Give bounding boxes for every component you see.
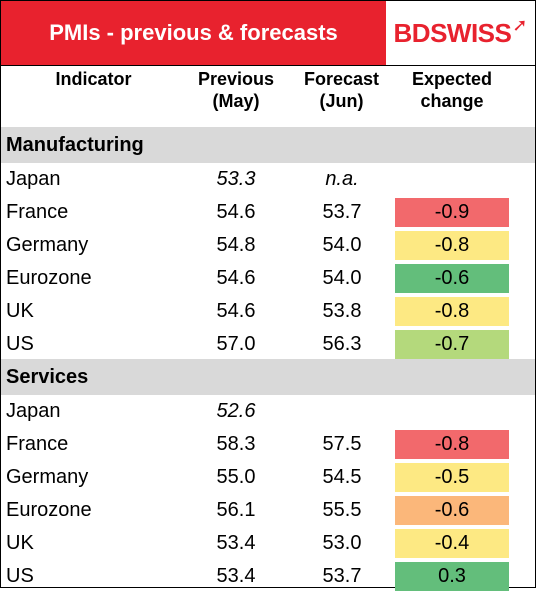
forecast-cell bbox=[291, 395, 393, 428]
forecast-cell: 53.8 bbox=[322, 300, 362, 322]
expected-change-cell: -0.8 bbox=[395, 231, 509, 260]
indicator-cell: US bbox=[6, 333, 34, 355]
table-row: UK 54.6 53.8 -0.8 bbox=[1, 295, 535, 328]
expected-change-cell: -0.6 bbox=[395, 496, 509, 525]
indicator-cell: France bbox=[6, 433, 69, 455]
expected-change-cell: -0.8 bbox=[395, 297, 509, 326]
previous-cell: 54.6 bbox=[216, 267, 256, 289]
header-indicator: Indicator bbox=[55, 69, 132, 89]
previous-cell: 57.0 bbox=[216, 333, 256, 355]
forecast-cell: 57.5 bbox=[322, 433, 362, 455]
previous-cell: 55.0 bbox=[216, 466, 256, 488]
forecast-cell: 53.7 bbox=[322, 201, 362, 223]
expected-change-cell bbox=[395, 165, 509, 194]
table-row: Japan 53.3 n.a. bbox=[1, 163, 535, 196]
indicator-cell: Japan bbox=[6, 400, 61, 422]
table-row: Eurozone 56.1 55.5 -0.6 bbox=[1, 494, 535, 527]
table-row: France 58.3 57.5 -0.8 bbox=[1, 428, 535, 461]
forecast-cell: 53.0 bbox=[322, 532, 362, 554]
indicator-cell: Japan bbox=[6, 168, 61, 190]
indicator-cell: Eurozone bbox=[6, 499, 92, 521]
table-title: PMIs - previous & forecasts bbox=[1, 1, 386, 65]
expected-change-cell: -0.7 bbox=[395, 330, 509, 359]
title-bar: PMIs - previous & forecasts BDSWISS ➚ bbox=[1, 1, 535, 66]
expected-change-cell: 0.3 bbox=[395, 562, 509, 591]
indicator-cell: Germany bbox=[6, 234, 89, 256]
previous-cell: 54.6 bbox=[216, 201, 256, 223]
logo-bd-text: BD bbox=[393, 17, 431, 48]
table-row: US 57.0 56.3 -0.7 bbox=[1, 328, 535, 361]
forecast-cell: 54.0 bbox=[322, 234, 362, 256]
forecast-cell: n.a. bbox=[325, 168, 359, 190]
expected-change-cell: -0.9 bbox=[395, 198, 509, 227]
expected-change-cell: -0.4 bbox=[395, 529, 509, 558]
section-header-manufacturing: Manufacturing bbox=[1, 127, 535, 163]
forecast-cell: 54.0 bbox=[322, 267, 362, 289]
bdswiss-logo: BDSWISS ➚ bbox=[386, 1, 535, 65]
indicator-cell: France bbox=[6, 201, 69, 223]
forecast-cell: 56.3 bbox=[322, 333, 362, 355]
indicator-cell: UK bbox=[6, 300, 34, 322]
forecast-cell: 54.5 bbox=[322, 466, 362, 488]
table-row: UK 53.4 53.0 -0.4 bbox=[1, 527, 535, 560]
indicator-cell: Eurozone bbox=[6, 267, 92, 289]
table-row: Eurozone 54.6 54.0 -0.6 bbox=[1, 262, 535, 295]
previous-cell: 52.6 bbox=[216, 400, 256, 422]
section-header-services: Services bbox=[1, 359, 535, 395]
previous-cell: 53.4 bbox=[216, 532, 256, 554]
previous-cell: 53.4 bbox=[216, 565, 256, 587]
expected-change-cell bbox=[395, 397, 509, 426]
indicator-cell: Germany bbox=[6, 466, 89, 488]
header-previous: Previous (May) bbox=[197, 69, 275, 111]
table-row: Germany 54.8 54.0 -0.8 bbox=[1, 229, 535, 262]
previous-cell: 58.3 bbox=[216, 433, 256, 455]
previous-cell: 54.8 bbox=[216, 234, 256, 256]
table-row: US 53.4 53.7 0.3 bbox=[1, 560, 535, 593]
logo-arrow-icon: ➚ bbox=[512, 14, 528, 35]
table-row: France 54.6 53.7 -0.9 bbox=[1, 196, 535, 229]
indicator-cell: UK bbox=[6, 532, 34, 554]
indicator-cell: US bbox=[6, 565, 34, 587]
expected-change-cell: -0.8 bbox=[395, 430, 509, 459]
expected-change-cell: -0.5 bbox=[395, 463, 509, 492]
forecast-cell: 55.5 bbox=[322, 499, 362, 521]
expected-change-cell: -0.6 bbox=[395, 264, 509, 293]
previous-cell: 53.3 bbox=[216, 168, 256, 190]
logo-swiss-text: SWISS bbox=[430, 17, 512, 48]
previous-cell: 56.1 bbox=[216, 499, 256, 521]
header-expected-change: Expected change bbox=[411, 69, 493, 111]
header-forecast: Forecast (Jun) bbox=[303, 69, 380, 111]
table-row: Japan 52.6 bbox=[1, 395, 535, 428]
previous-cell: 54.6 bbox=[216, 300, 256, 322]
table-row: Germany 55.0 54.5 -0.5 bbox=[1, 461, 535, 494]
forecast-cell: 53.7 bbox=[322, 565, 362, 587]
